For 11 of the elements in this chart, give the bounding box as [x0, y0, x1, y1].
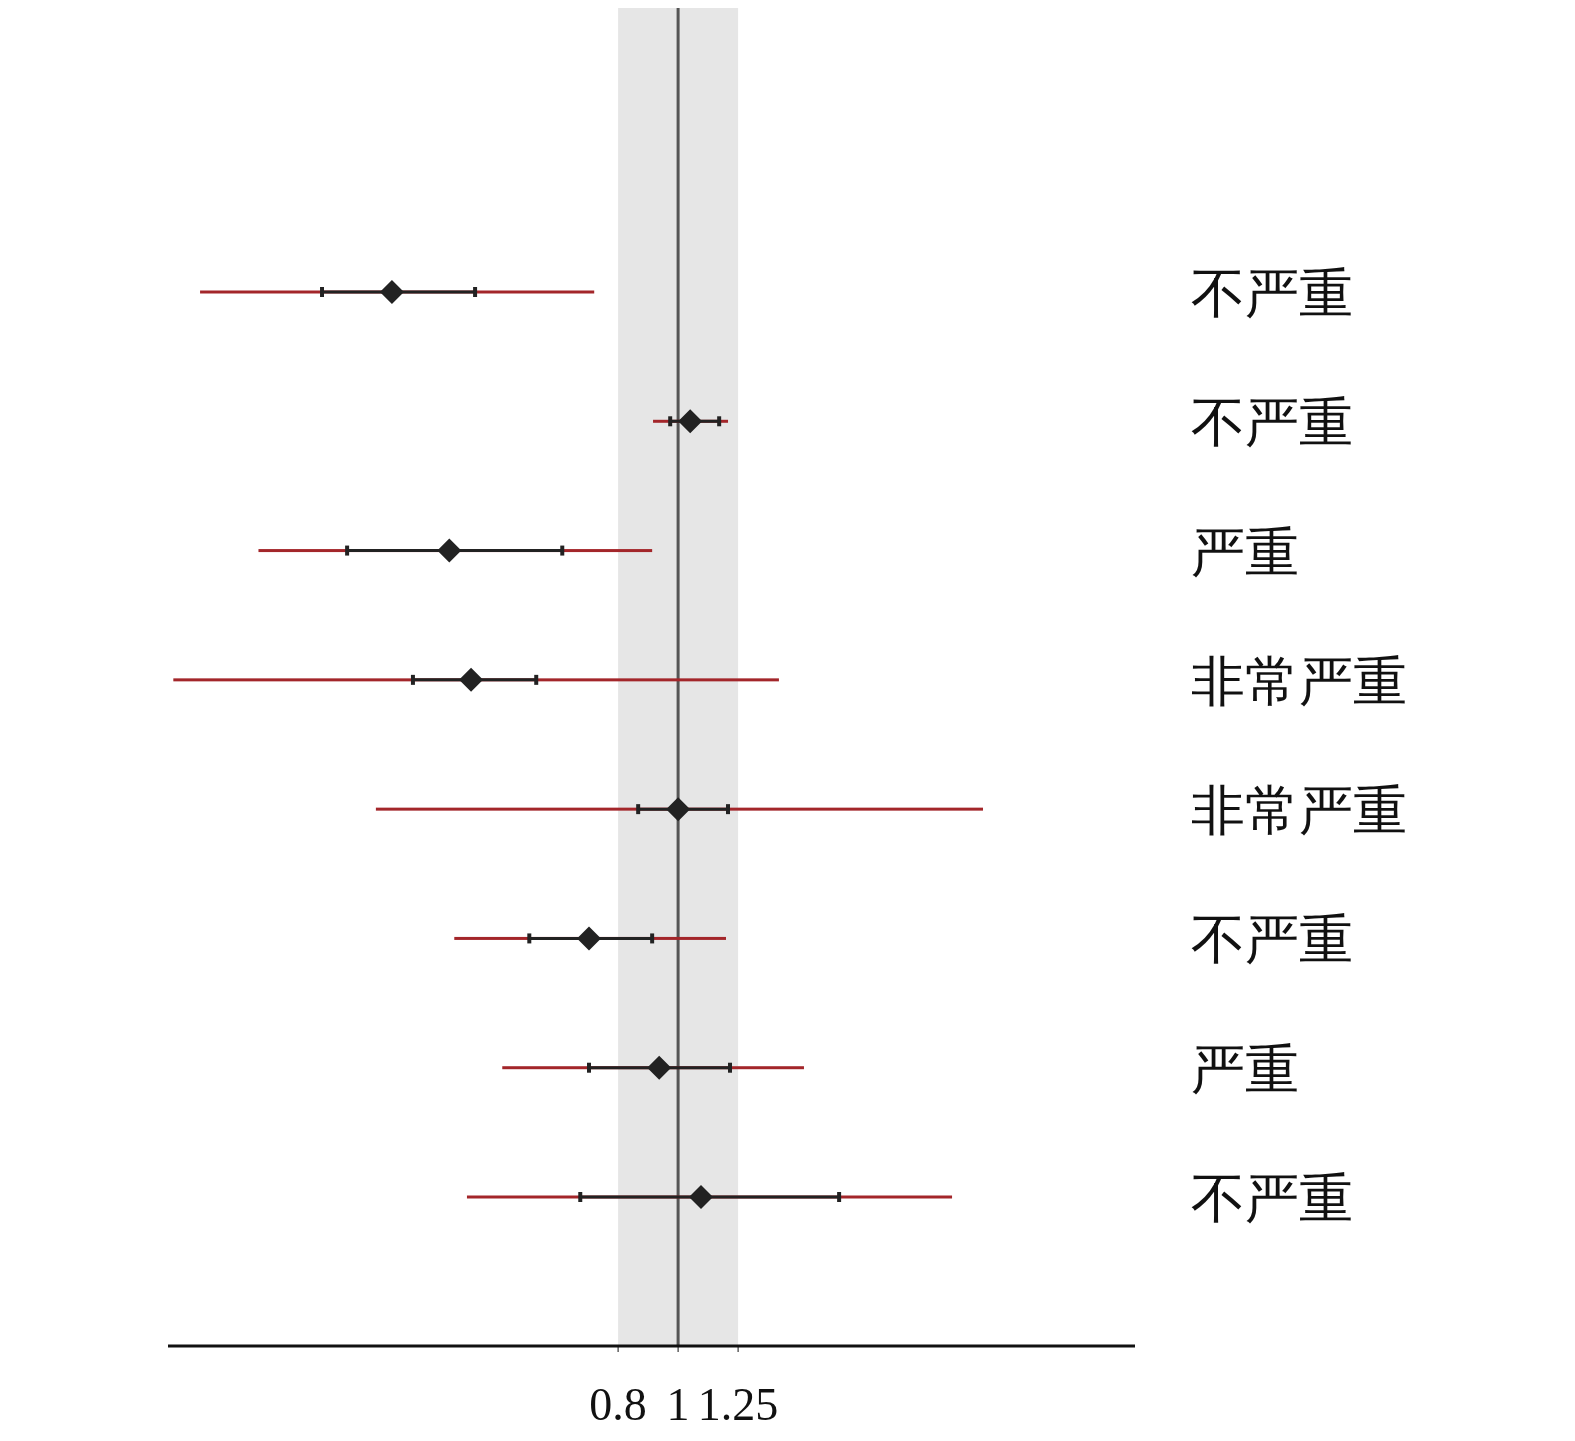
y-tick-label: 严重 — [1191, 522, 1299, 583]
y-tick-label: 不严重 — [1191, 1169, 1353, 1229]
y-tick-label: 严重 — [1191, 1039, 1299, 1100]
y-tick-label: 不严重 — [1191, 393, 1353, 454]
y-tick-label: 不严重 — [1191, 264, 1353, 324]
y-tick-label: 非常严重 — [1191, 651, 1407, 712]
y-tick-label: 非常严重 — [1191, 781, 1407, 842]
y-tick-label: 不严重 — [1191, 910, 1353, 971]
x-tick-label: 1 — [666, 1379, 690, 1430]
x-tick-label: 0.8 — [589, 1379, 647, 1430]
x-tick-label: 1.25 — [697, 1379, 779, 1430]
